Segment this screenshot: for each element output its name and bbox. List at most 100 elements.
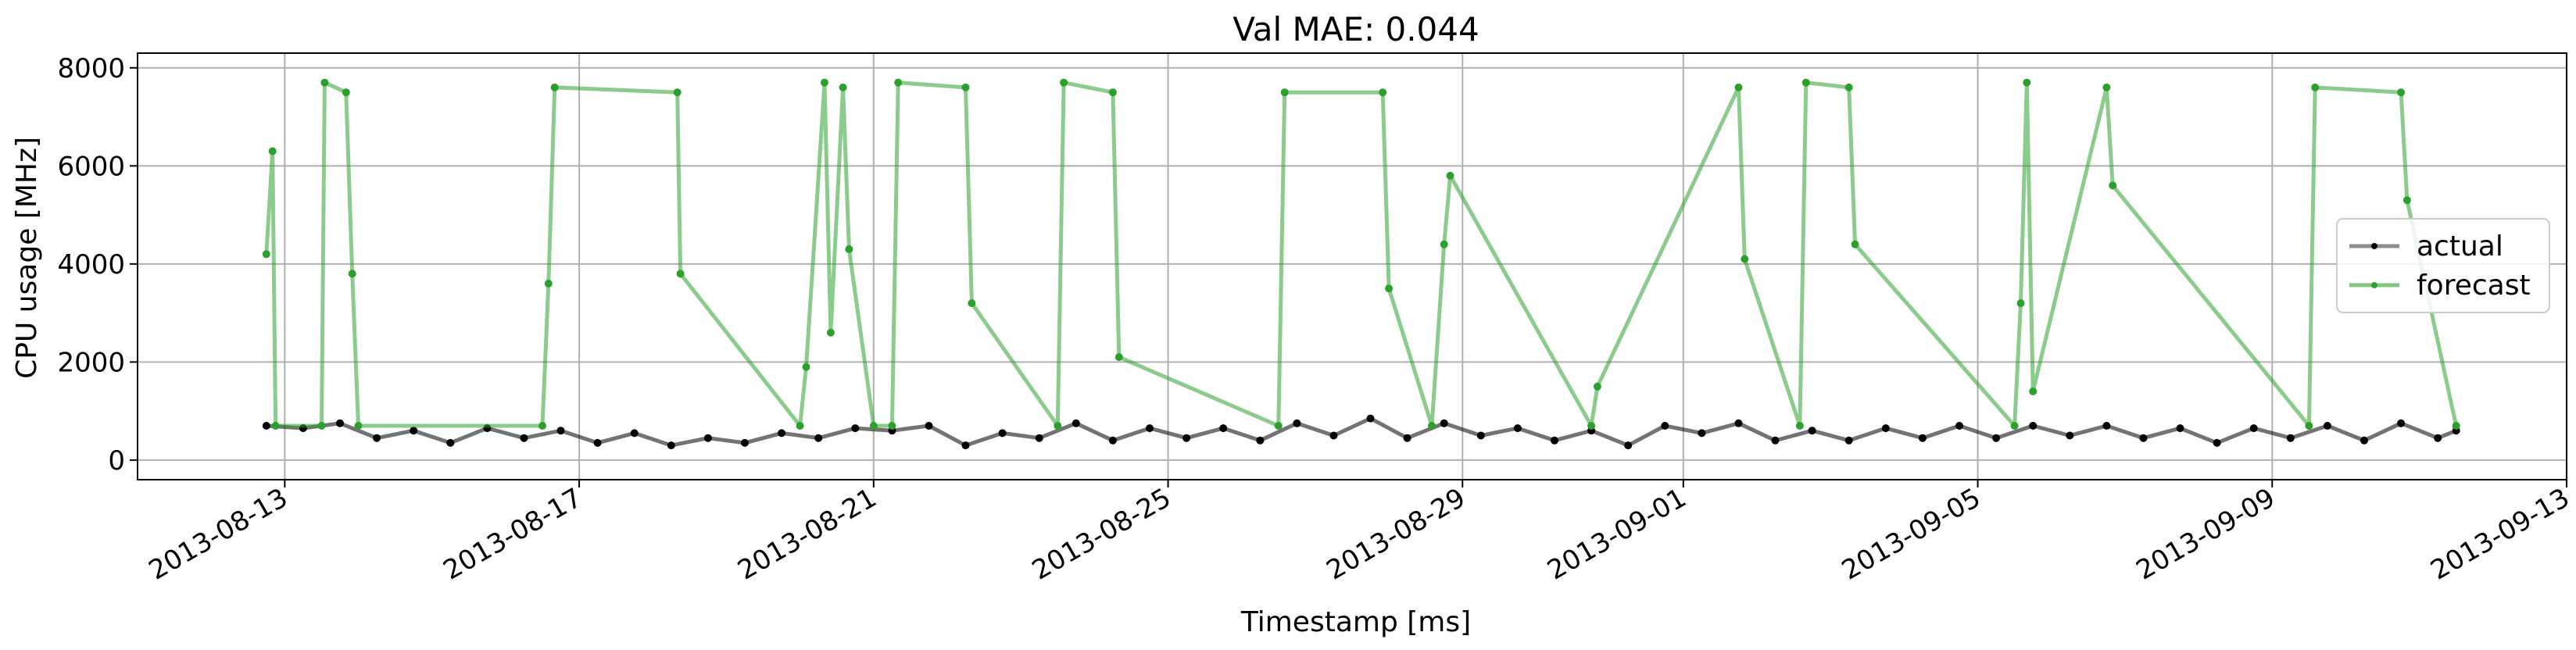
- data-point-actual: [1476, 431, 1485, 440]
- data-point-actual: [1844, 436, 1853, 445]
- data-point-actual: [2286, 434, 2295, 442]
- data-point-forecast: [2397, 88, 2406, 97]
- data-point-forecast: [1428, 422, 1436, 430]
- data-point-actual: [446, 438, 455, 447]
- series-line-forecast: [264, 80, 2459, 428]
- data-point-actual: [814, 434, 823, 442]
- data-point-forecast: [354, 422, 363, 430]
- data-point-forecast: [1851, 240, 1859, 248]
- data-point-forecast: [342, 88, 350, 97]
- data-point-actual: [1808, 427, 1816, 435]
- data-point-actual: [1072, 419, 1080, 427]
- data-point-forecast: [550, 83, 559, 91]
- data-point-actual: [1366, 414, 1375, 423]
- y-tick-label: 6000: [57, 151, 125, 182]
- data-point-actual: [556, 427, 565, 435]
- data-point-actual: [373, 434, 381, 442]
- data-point-actual: [2323, 422, 2331, 430]
- data-point-actual: [1293, 419, 1301, 427]
- x-tick-label: 2013-09-05: [1837, 482, 1986, 586]
- data-point-forecast: [1734, 83, 1743, 91]
- x-tick-label: 2013-09-09: [2131, 482, 2281, 586]
- x-axis-label: Timestamp [ms]: [1240, 606, 1471, 638]
- y-tick-label: 4000: [57, 249, 125, 280]
- data-point-actual: [778, 429, 786, 438]
- data-point-forecast: [262, 250, 270, 259]
- data-point-actual: [961, 441, 970, 450]
- x-tick-label: 2013-09-13: [2425, 482, 2574, 586]
- data-point-forecast: [2305, 422, 2313, 430]
- data-point-forecast: [317, 422, 326, 430]
- data-point-forecast: [676, 270, 685, 278]
- data-point-forecast: [1795, 422, 1804, 430]
- data-point-actual: [2102, 422, 2111, 430]
- legend-label-forecast: forecast: [2417, 270, 2531, 302]
- data-point-actual: [1403, 434, 1411, 442]
- data-point-forecast: [538, 422, 546, 430]
- data-point-actual: [1661, 422, 1669, 430]
- x-tick-label: 2013-08-25: [1027, 482, 1176, 586]
- data-point-actual: [520, 434, 528, 442]
- data-point-forecast: [2109, 181, 2117, 190]
- legend-box: [2336, 218, 2550, 313]
- data-point-forecast: [2029, 388, 2038, 395]
- data-point-forecast: [961, 83, 970, 91]
- data-point-forecast: [271, 422, 280, 430]
- data-point-actual: [2434, 434, 2442, 442]
- data-point-actual: [1624, 441, 1633, 450]
- data-point-actual: [1734, 419, 1743, 427]
- data-point-actual: [1329, 431, 1338, 440]
- data-point-actual: [2066, 431, 2074, 440]
- data-point-actual: [851, 424, 860, 433]
- data-point-forecast: [839, 83, 847, 91]
- plot-frame: [137, 52, 2567, 480]
- data-point-actual: [1918, 434, 1927, 442]
- data-point-forecast: [1587, 422, 1596, 430]
- data-point-forecast: [544, 280, 553, 288]
- data-point-forecast: [348, 270, 356, 278]
- data-point-actual: [1035, 434, 1043, 442]
- y-axis-label: CPU usage [MHz]: [11, 137, 43, 379]
- data-point-forecast: [2311, 83, 2320, 91]
- data-point-actual: [1182, 434, 1191, 442]
- data-point-actual: [998, 429, 1007, 438]
- data-point-actual: [1881, 424, 1890, 433]
- data-point-actual: [667, 441, 675, 450]
- grid: [138, 53, 2567, 480]
- data-point-actual: [1771, 436, 1780, 445]
- x-axis-ticks: 2013-08-13 2013-08-17 2013-08-21 2013-08-25…: [144, 480, 2575, 587]
- data-point-actual: [262, 422, 270, 430]
- data-point-actual: [2139, 434, 2148, 442]
- data-point-actual: [1698, 429, 1706, 438]
- legend-marker-forecast: [2371, 282, 2377, 288]
- data-point-actual: [2249, 424, 2258, 433]
- data-point-actual: [593, 438, 602, 447]
- data-point-actual: [1992, 434, 2001, 442]
- data-point-forecast: [1844, 83, 1853, 91]
- data-point-forecast: [826, 328, 835, 337]
- data-point-forecast: [869, 422, 878, 430]
- data-point-forecast: [320, 78, 329, 87]
- data-point-forecast: [821, 78, 828, 87]
- y-tick-label: 8000: [57, 53, 125, 84]
- data-point-forecast: [1274, 422, 1283, 430]
- series-layer: [262, 78, 2460, 450]
- data-point-actual: [1256, 436, 1265, 445]
- data-point-actual: [1219, 424, 1228, 433]
- data-point-actual: [2397, 419, 2406, 427]
- data-point-forecast: [1379, 88, 1387, 97]
- data-point-forecast: [1114, 353, 1123, 362]
- x-tick-label: 2013-08-17: [438, 482, 587, 586]
- data-point-forecast: [2402, 196, 2411, 205]
- data-point-forecast: [1446, 171, 1454, 180]
- data-point-forecast: [2016, 299, 2025, 308]
- data-point-actual: [630, 429, 639, 438]
- data-point-actual: [741, 438, 749, 447]
- data-point-forecast: [673, 88, 682, 97]
- x-tick-label: 2013-08-13: [144, 482, 293, 586]
- data-point-actual: [2360, 436, 2368, 445]
- data-point-forecast: [2010, 422, 2019, 430]
- data-point-forecast: [796, 422, 804, 430]
- data-point-forecast: [1440, 240, 1448, 248]
- data-point-forecast: [968, 299, 976, 308]
